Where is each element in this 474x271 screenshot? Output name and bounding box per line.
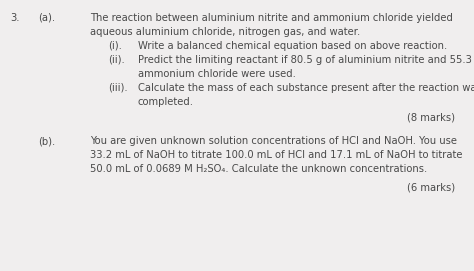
Text: (a).: (a). [38, 13, 55, 23]
Text: 33.2 mL of NaOH to titrate 100.0 mL of HCl and 17.1 mL of NaOH to titrate: 33.2 mL of NaOH to titrate 100.0 mL of H… [90, 150, 463, 160]
Text: You are given unknown solution concentrations of HCl and NaOH. You use: You are given unknown solution concentra… [90, 136, 457, 146]
Text: Predict the limiting reactant if 80.5 g of aluminium nitrite and 55.3 g of: Predict the limiting reactant if 80.5 g … [138, 55, 474, 65]
Text: completed.: completed. [138, 97, 194, 107]
Text: Write a balanced chemical equation based on above reaction.: Write a balanced chemical equation based… [138, 41, 447, 51]
Text: (iii).: (iii). [108, 83, 128, 93]
Text: (b).: (b). [38, 136, 55, 146]
Text: (8 marks): (8 marks) [407, 113, 455, 123]
Text: ammonium chloride were used.: ammonium chloride were used. [138, 69, 296, 79]
Text: (6 marks): (6 marks) [407, 183, 455, 193]
Text: aqueous aluminium chloride, nitrogen gas, and water.: aqueous aluminium chloride, nitrogen gas… [90, 27, 360, 37]
Text: (i).: (i). [108, 41, 122, 51]
Text: (ii).: (ii). [108, 55, 125, 65]
Text: Calculate the mass of each substance present after the reaction was: Calculate the mass of each substance pre… [138, 83, 474, 93]
Text: 3.: 3. [10, 13, 19, 23]
Text: 50.0 mL of 0.0689 M H₂SO₄. Calculate the unknown concentrations.: 50.0 mL of 0.0689 M H₂SO₄. Calculate the… [90, 164, 427, 174]
Text: The reaction between aluminium nitrite and ammonium chloride yielded: The reaction between aluminium nitrite a… [90, 13, 453, 23]
